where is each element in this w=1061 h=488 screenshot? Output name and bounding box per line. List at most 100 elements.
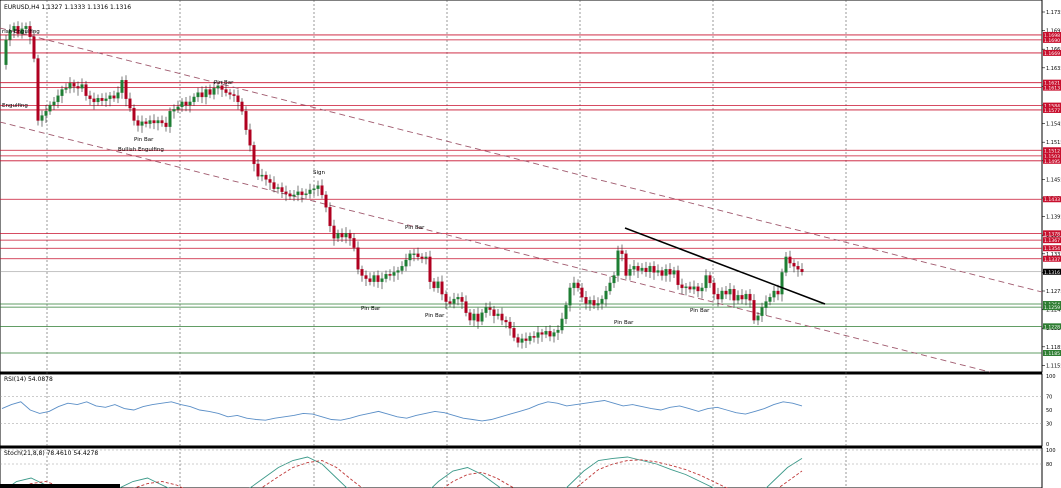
candle-body xyxy=(60,89,64,96)
level-tag-label: 1.1495 xyxy=(1044,159,1060,165)
level-tag xyxy=(1043,196,1061,203)
level-tag xyxy=(1043,49,1061,56)
candle-body xyxy=(152,120,156,124)
panel-frame xyxy=(0,447,1043,488)
candle-body xyxy=(596,303,600,306)
candle-body xyxy=(240,101,244,112)
candle-body xyxy=(308,189,312,194)
candle-body xyxy=(44,111,48,116)
level-tag-label: 1.1577 xyxy=(1044,108,1060,114)
pattern-annotation: Pin Bar xyxy=(361,306,381,312)
candle-body xyxy=(412,253,416,255)
candle-body xyxy=(360,269,364,276)
candle-body xyxy=(212,88,216,95)
candle-body xyxy=(468,312,472,321)
candle-body xyxy=(96,98,100,103)
candle-body xyxy=(432,281,436,289)
candle-body xyxy=(704,275,708,289)
level-tag-label: 1.1621 xyxy=(1044,81,1060,87)
trend-line[interactable] xyxy=(624,227,826,305)
candle-body xyxy=(724,290,728,295)
candle-body xyxy=(112,95,116,99)
candle-body xyxy=(396,270,400,273)
candle-body xyxy=(104,98,108,101)
candle-body xyxy=(76,86,80,89)
candle-body xyxy=(24,26,28,29)
candle-body xyxy=(636,266,640,271)
level-tag xyxy=(1043,36,1061,43)
candle-body xyxy=(768,297,772,302)
level-tag-label: 1.1367 xyxy=(1044,238,1060,244)
level-tag-label: 1.1354 xyxy=(1044,246,1060,252)
candle-body xyxy=(508,321,512,329)
candle-body xyxy=(368,278,372,282)
panel-frame xyxy=(0,0,1043,373)
candle-body xyxy=(796,266,800,270)
candle-body xyxy=(748,293,752,301)
candle-body xyxy=(660,270,664,276)
rsi-axis-label: 70 xyxy=(1046,394,1052,400)
candle-body xyxy=(32,36,36,59)
candle-body xyxy=(128,98,132,109)
price-label: 1.1735 xyxy=(1046,10,1061,16)
candle-body xyxy=(276,187,280,189)
candle-body xyxy=(156,120,160,124)
status-strip xyxy=(0,484,120,488)
candle-body xyxy=(392,272,396,276)
candle-body xyxy=(40,115,44,121)
candle-body xyxy=(124,80,128,99)
candle-body xyxy=(180,101,184,108)
candle-body xyxy=(172,109,176,112)
candle-body xyxy=(720,290,724,300)
descending-channel[interactable] xyxy=(0,27,1043,373)
main-panel-title: EURUSD,H4 1.1327 1.1333 1.1316 1.1316 xyxy=(4,4,131,11)
candle-body xyxy=(4,39,8,65)
panel-frame xyxy=(0,373,1043,447)
price-label: 1.1185 xyxy=(1046,345,1061,351)
candle-body xyxy=(116,92,120,99)
level-tag xyxy=(1043,350,1061,356)
level-tag-label: 1.1433 xyxy=(1044,197,1060,203)
level-tag-label: 1.1337 xyxy=(1044,257,1060,263)
level-tag-label: 1.1698 xyxy=(1044,33,1060,39)
candle-body xyxy=(476,313,480,322)
candlestick-series xyxy=(4,21,804,349)
candle-body xyxy=(208,89,212,95)
horizontal-levels[interactable] xyxy=(0,34,1042,354)
candle-body xyxy=(652,266,656,273)
candle-body xyxy=(516,337,520,343)
pattern-annotations: rish Engulfing Pin Bar Engulfing Pin Bar Bul… xyxy=(2,29,710,326)
candle-body xyxy=(436,281,440,289)
level-tag-label: 1.1669 xyxy=(1044,51,1060,57)
pattern-annotation: Pin Bar xyxy=(134,137,154,143)
price-axis[interactable]: 1.17351.16951.16651.16351.16051.15751.15… xyxy=(1042,10,1061,369)
candle-body xyxy=(352,238,356,248)
candle-body xyxy=(72,83,76,87)
pattern-annotation: Pin Bar xyxy=(214,80,234,86)
candle-body xyxy=(92,98,96,103)
candle-body xyxy=(736,295,740,301)
candle-body xyxy=(760,307,764,316)
candle-body xyxy=(616,250,620,276)
candle-body xyxy=(540,332,544,335)
level-tag xyxy=(1043,31,1061,38)
candle-body xyxy=(648,266,652,272)
price-label: 1.1695 xyxy=(1046,29,1061,35)
candle-body xyxy=(372,275,376,282)
candle-body xyxy=(16,26,20,34)
candle-body xyxy=(604,290,608,300)
candle-body xyxy=(592,300,596,306)
level-tag xyxy=(1043,157,1061,164)
candle-body xyxy=(440,281,444,295)
candle-body xyxy=(620,250,624,254)
candle-body xyxy=(560,318,564,331)
channel-lower-line xyxy=(0,121,991,373)
level-tag-label: 1.1228 xyxy=(1044,324,1060,330)
candle-body xyxy=(52,101,56,106)
candle-body xyxy=(84,84,88,96)
candle-body xyxy=(600,298,604,304)
candle-body xyxy=(784,256,788,273)
candle-body xyxy=(472,313,476,321)
candle-body xyxy=(340,233,344,238)
